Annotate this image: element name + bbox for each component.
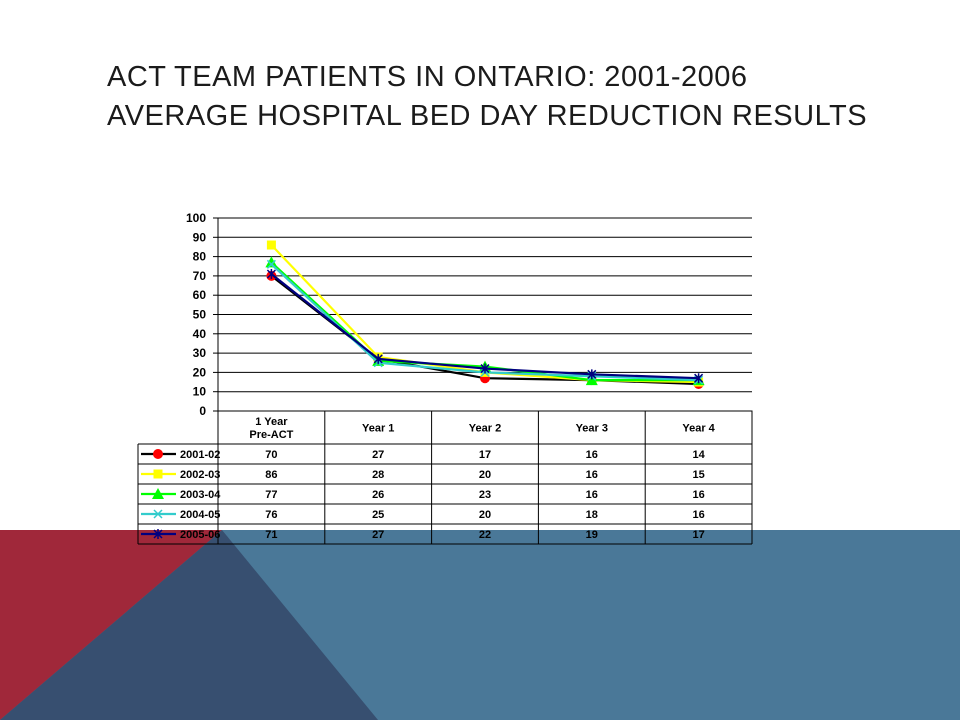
table-value: 70: [265, 449, 277, 461]
data-point-2002-03: [266, 240, 276, 250]
legend-label: 2001-02: [180, 449, 220, 461]
y-tick-label: 60: [193, 288, 207, 302]
table-value: 22: [479, 529, 491, 541]
table-value: 17: [479, 449, 491, 461]
data-point-2005-06: [266, 268, 276, 279]
legend-label: 2002-03: [180, 469, 220, 481]
y-tick-label: 70: [193, 269, 207, 283]
table-value: 27: [372, 529, 384, 541]
data-point-2003-04: [265, 256, 278, 268]
x-tick-label: Year 4: [682, 423, 715, 435]
data-point-2004-05: [266, 259, 276, 269]
table-value: 16: [586, 489, 598, 501]
page-title: ACT TEAM PATIENTS IN ONTARIO: 2001-2006 …: [107, 58, 947, 136]
legend-key-marker: [153, 509, 163, 519]
table-value: 17: [692, 529, 704, 541]
table-value: 16: [586, 449, 598, 461]
legend-label: 2005-06: [180, 529, 220, 541]
title-line-1: ACT TEAM PATIENTS IN ONTARIO: 2001-2006: [107, 61, 748, 93]
legend-key-marker: [153, 449, 163, 459]
table-value: 86: [265, 469, 277, 481]
y-tick-label: 80: [193, 250, 207, 264]
legend-label: 2004-05: [180, 509, 220, 521]
data-point-2005-06: [373, 353, 383, 364]
y-tick-label: 50: [193, 308, 207, 322]
table-value: 26: [372, 489, 384, 501]
x-tick-label: Year 2: [469, 423, 501, 435]
data-point-2005-06: [587, 369, 597, 380]
table-value: 77: [265, 489, 277, 501]
y-tick-label: 20: [193, 365, 207, 379]
table-value: 27: [372, 449, 384, 461]
navy-triangle: [0, 530, 378, 720]
table-value: 16: [692, 489, 704, 501]
x-tick-label: Year 3: [576, 423, 608, 435]
y-tick-label: 10: [193, 385, 207, 399]
data-point-2005-06: [480, 363, 490, 374]
legend-label: 2003-04: [180, 489, 221, 501]
table-value: 23: [479, 489, 491, 501]
table-value: 20: [479, 509, 491, 521]
y-tick-label: 100: [186, 211, 206, 225]
table-value: 19: [586, 529, 598, 541]
legend-key-marker: [153, 469, 163, 479]
table-value: 15: [692, 469, 704, 481]
table-value: 16: [586, 469, 598, 481]
x-tick-label: Year 1: [362, 423, 394, 435]
title-line-2: AVERAGE HOSPITAL BED DAY REDUCTION RESUL…: [107, 100, 868, 132]
legend-key-marker: [152, 488, 164, 499]
x-tick-label: 1 Year Pre-ACT: [249, 416, 293, 441]
table-value: 76: [265, 509, 277, 521]
table-value: 28: [372, 469, 384, 481]
table-value: 14: [692, 449, 705, 461]
table-value: 71: [265, 529, 277, 541]
y-tick-label: 90: [193, 230, 207, 244]
data-point-2005-06: [694, 373, 704, 384]
y-tick-label: 0: [199, 404, 206, 418]
table-value: 25: [372, 509, 384, 521]
table-value: 18: [586, 509, 598, 521]
data-point-2003-04: [585, 374, 598, 386]
y-tick-label: 30: [193, 346, 207, 360]
table-value: 20: [479, 469, 491, 481]
table-value: 16: [692, 509, 704, 521]
y-tick-label: 40: [193, 327, 207, 341]
legend-key-marker: [153, 529, 163, 539]
